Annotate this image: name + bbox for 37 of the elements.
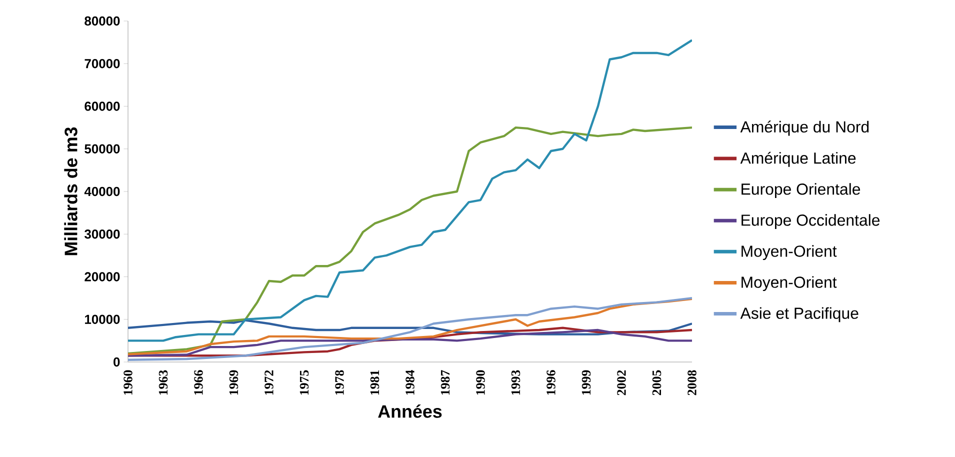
x-tick-label: 2008 [688,370,696,396]
x-tick-label: 1960 [124,370,132,395]
x-tick-label: 2002 [617,370,626,396]
y-tick-label: 10000 [85,314,120,324]
x-tick-label: 1984 [406,370,414,395]
legend-label: Europe Orientale [742,183,860,198]
x-tick-label: 1978 [335,370,344,395]
y-tick-label: 40000 [84,186,120,196]
line-series [128,126,692,355]
y-tick-label: 20000 [84,272,120,282]
y-tick-label: 30000 [84,230,120,239]
legend-label: Moyen-Orient [742,276,837,292]
y-tick-label: 80000 [84,16,120,26]
x-tick-label: 1993 [511,370,520,395]
x-tick-label: 1990 [476,370,485,395]
x-tick-label: 1975 [300,370,309,395]
y-tick-label: 70000 [84,59,120,68]
legend-label: Europe Occidentale [742,214,880,229]
legend-label: Amérique du Nord [740,120,869,136]
x-tick-label: 1963 [158,370,168,395]
x-tick-label: 1999 [582,370,591,395]
x-tick-label: 1969 [229,370,238,395]
legend-label: Moyen-Orient [742,245,837,260]
x-tick-label: 2005 [652,370,662,396]
y-axis-title: Milliards de m3 [64,127,78,256]
x-tick-label: 1987 [440,370,450,395]
line-series [128,39,692,342]
x-axis-title: Années [378,404,442,418]
y-tick-label: 60000 [84,102,120,111]
x-tick-label: 1972 [264,370,274,395]
x-tick-label: 1996 [546,370,556,395]
x-tick-label: 1966 [194,370,203,395]
legend-label: Asie et Pacifique [740,307,858,322]
legend-label: Amérique Latine [740,152,856,167]
x-tick-label: 1981 [370,370,380,395]
y-tick-label: 50000 [84,144,120,154]
y-tick-label: 0 [114,357,120,367]
